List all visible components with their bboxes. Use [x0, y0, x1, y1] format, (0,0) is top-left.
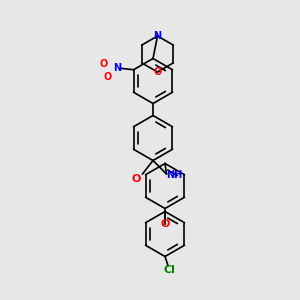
Text: O: O	[99, 59, 108, 69]
Text: O: O	[153, 67, 162, 77]
Text: O: O	[104, 72, 112, 82]
Text: N: N	[153, 31, 162, 41]
Text: N: N	[113, 63, 121, 73]
Text: O: O	[132, 173, 141, 184]
Text: Cl: Cl	[164, 265, 175, 275]
Text: NH: NH	[166, 170, 182, 181]
Text: O: O	[160, 219, 170, 230]
